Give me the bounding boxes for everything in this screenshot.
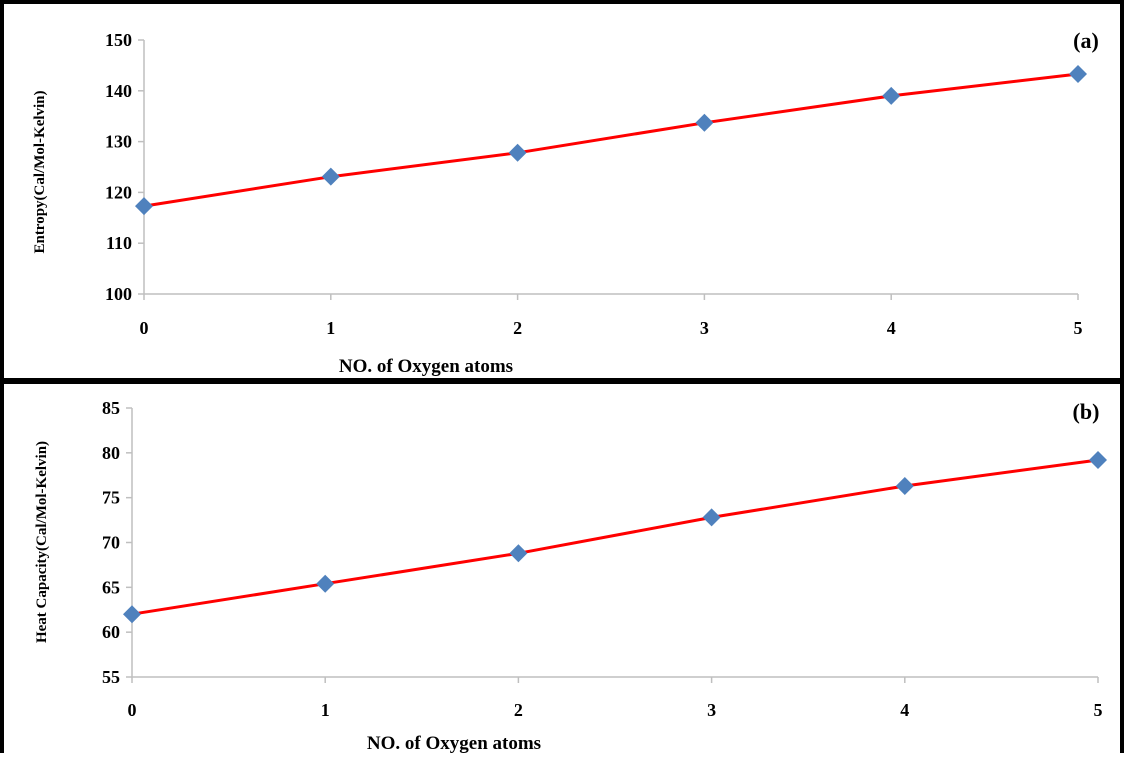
x-tick-label: 3 [700, 318, 709, 338]
data-point-marker [695, 113, 714, 132]
x-axis: 0 1 2 3 4 5 [140, 293, 1083, 338]
data-series [123, 451, 1107, 624]
data-point-marker [702, 508, 721, 527]
y-tick-label: 150 [105, 30, 132, 50]
data-point-marker [509, 544, 528, 563]
y-axis: 55 60 65 70 75 80 85 [102, 398, 133, 687]
y-tick-label: 120 [105, 182, 132, 202]
x-tick-label: 3 [707, 700, 716, 720]
y-axis: 100 110 120 130 140 150 [105, 30, 145, 304]
x-tick-label: 4 [887, 318, 896, 338]
y-tick-label: 85 [102, 398, 120, 418]
data-point-marker [135, 197, 153, 216]
x-tick-label: 4 [900, 700, 909, 720]
panel-label: (b) [1073, 399, 1100, 424]
data-point-marker [321, 167, 340, 186]
data-point-marker [1069, 65, 1087, 84]
data-point-marker [508, 143, 527, 162]
y-axis-title: Heat Capacity(Cal/Mol-Kelvin) [34, 441, 50, 643]
y-tick-label: 140 [105, 81, 132, 101]
x-tick-label: 1 [326, 318, 335, 338]
y-tick-label: 80 [102, 443, 120, 463]
heat-capacity-chart: 55 60 65 70 75 80 85 0 1 2 3 4 5 NO. of Oxygen atom… [34, 398, 1107, 754]
x-tick-label: 5 [1074, 318, 1083, 338]
y-tick-label: 60 [102, 622, 120, 642]
y-axis-title: Entropy(Cal/Mol-Kelvin) [32, 90, 48, 253]
y-tick-label: 55 [102, 667, 120, 687]
x-axis-title: NO. of Oxygen atoms [339, 356, 513, 377]
series-line [131, 458, 1099, 616]
x-axis-title: NO. of Oxygen atoms [367, 733, 541, 754]
x-axis: 0 1 2 3 4 5 [128, 676, 1103, 720]
data-point-marker [882, 86, 901, 105]
y-tick-label: 75 [102, 488, 120, 508]
data-series [135, 65, 1087, 216]
x-tick-label: 2 [513, 318, 522, 338]
entropy-chart-panel: 100 110 120 130 140 150 0 1 2 3 4 5 NO. of Oxygen … [0, 0, 1124, 382]
y-tick-label: 130 [105, 132, 132, 152]
data-point-marker [895, 477, 914, 496]
y-tick-label: 65 [102, 577, 120, 597]
x-tick-label: 2 [514, 700, 523, 720]
y-tick-label: 100 [105, 284, 132, 304]
data-point-marker [1089, 451, 1107, 470]
y-tick-label: 70 [102, 533, 120, 553]
entropy-chart: 100 110 120 130 140 150 0 1 2 3 4 5 NO. of Oxygen … [32, 28, 1099, 377]
heat-capacity-chart-panel: 55 60 65 70 75 80 85 0 1 2 3 4 5 NO. of Oxygen atom… [0, 380, 1124, 754]
x-tick-label: 0 [140, 318, 149, 338]
data-point-marker [316, 574, 335, 593]
series-line [143, 72, 1079, 208]
y-tick-label: 110 [106, 233, 132, 253]
panel-label: (a) [1073, 28, 1099, 53]
x-tick-label: 0 [128, 700, 137, 720]
x-tick-label: 1 [321, 700, 330, 720]
x-tick-label: 5 [1094, 700, 1103, 720]
data-point-marker [123, 605, 141, 624]
